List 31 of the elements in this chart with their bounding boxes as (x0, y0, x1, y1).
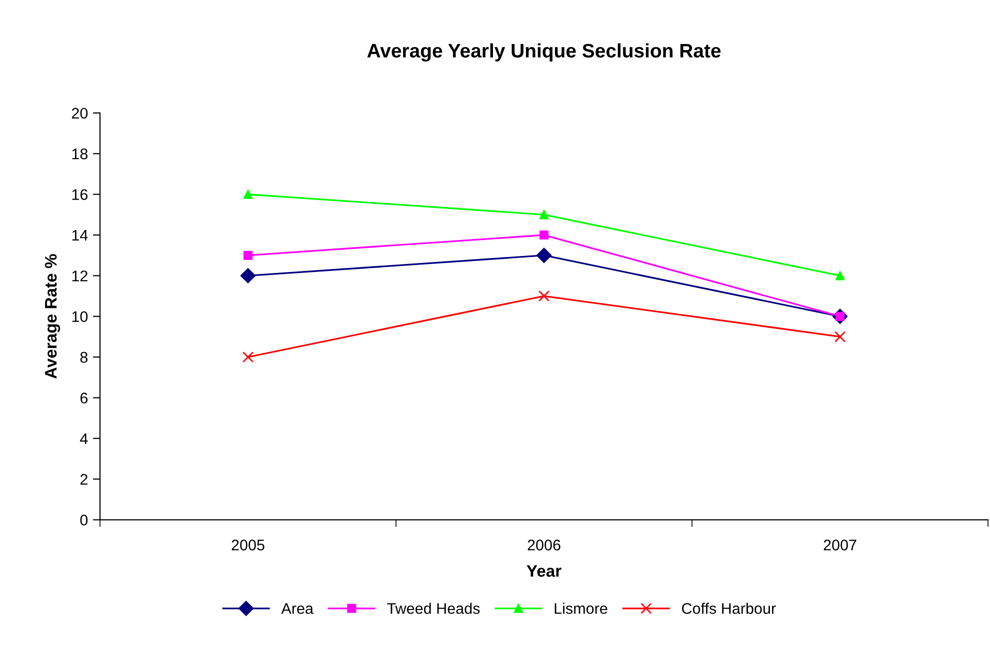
x-axis-title: Year (526, 565, 562, 577)
y-axis-title: Average Rate % (44, 254, 60, 379)
y-tick-label: 20 (72, 108, 88, 119)
y-tick-label: 2 (80, 474, 88, 485)
point (539, 230, 549, 240)
y-tick-label: 10 (72, 311, 88, 322)
y-tick-label: 14 (72, 230, 88, 241)
legend-label: Lismore (554, 602, 608, 614)
point (536, 248, 552, 263)
point (538, 290, 550, 302)
y-tick-label: 12 (72, 270, 88, 282)
legend-label: Tweed Heads (387, 602, 480, 614)
chart-title: Average Yearly Unique Seclusion Rate (367, 43, 721, 62)
point (834, 331, 846, 342)
y-tick-label: 18 (72, 148, 88, 160)
legend-label: Coffs Harbour (682, 602, 776, 614)
point (243, 250, 253, 260)
point (243, 190, 253, 199)
y-tick-label: 0 (80, 514, 88, 526)
x-tick-label: 2007 (824, 540, 856, 550)
point (240, 268, 256, 284)
x-tick-label: 2005 (232, 540, 264, 550)
y-tick-label: 6 (80, 392, 88, 404)
y-tick-label: 16 (72, 189, 88, 200)
x-tick-label: 2006 (528, 540, 560, 550)
y-tick-label: 8 (80, 352, 88, 363)
legend-label: Area (281, 603, 314, 614)
point (242, 352, 254, 363)
y-tick-label: 4 (80, 433, 88, 444)
point (836, 271, 845, 280)
point (539, 210, 549, 220)
